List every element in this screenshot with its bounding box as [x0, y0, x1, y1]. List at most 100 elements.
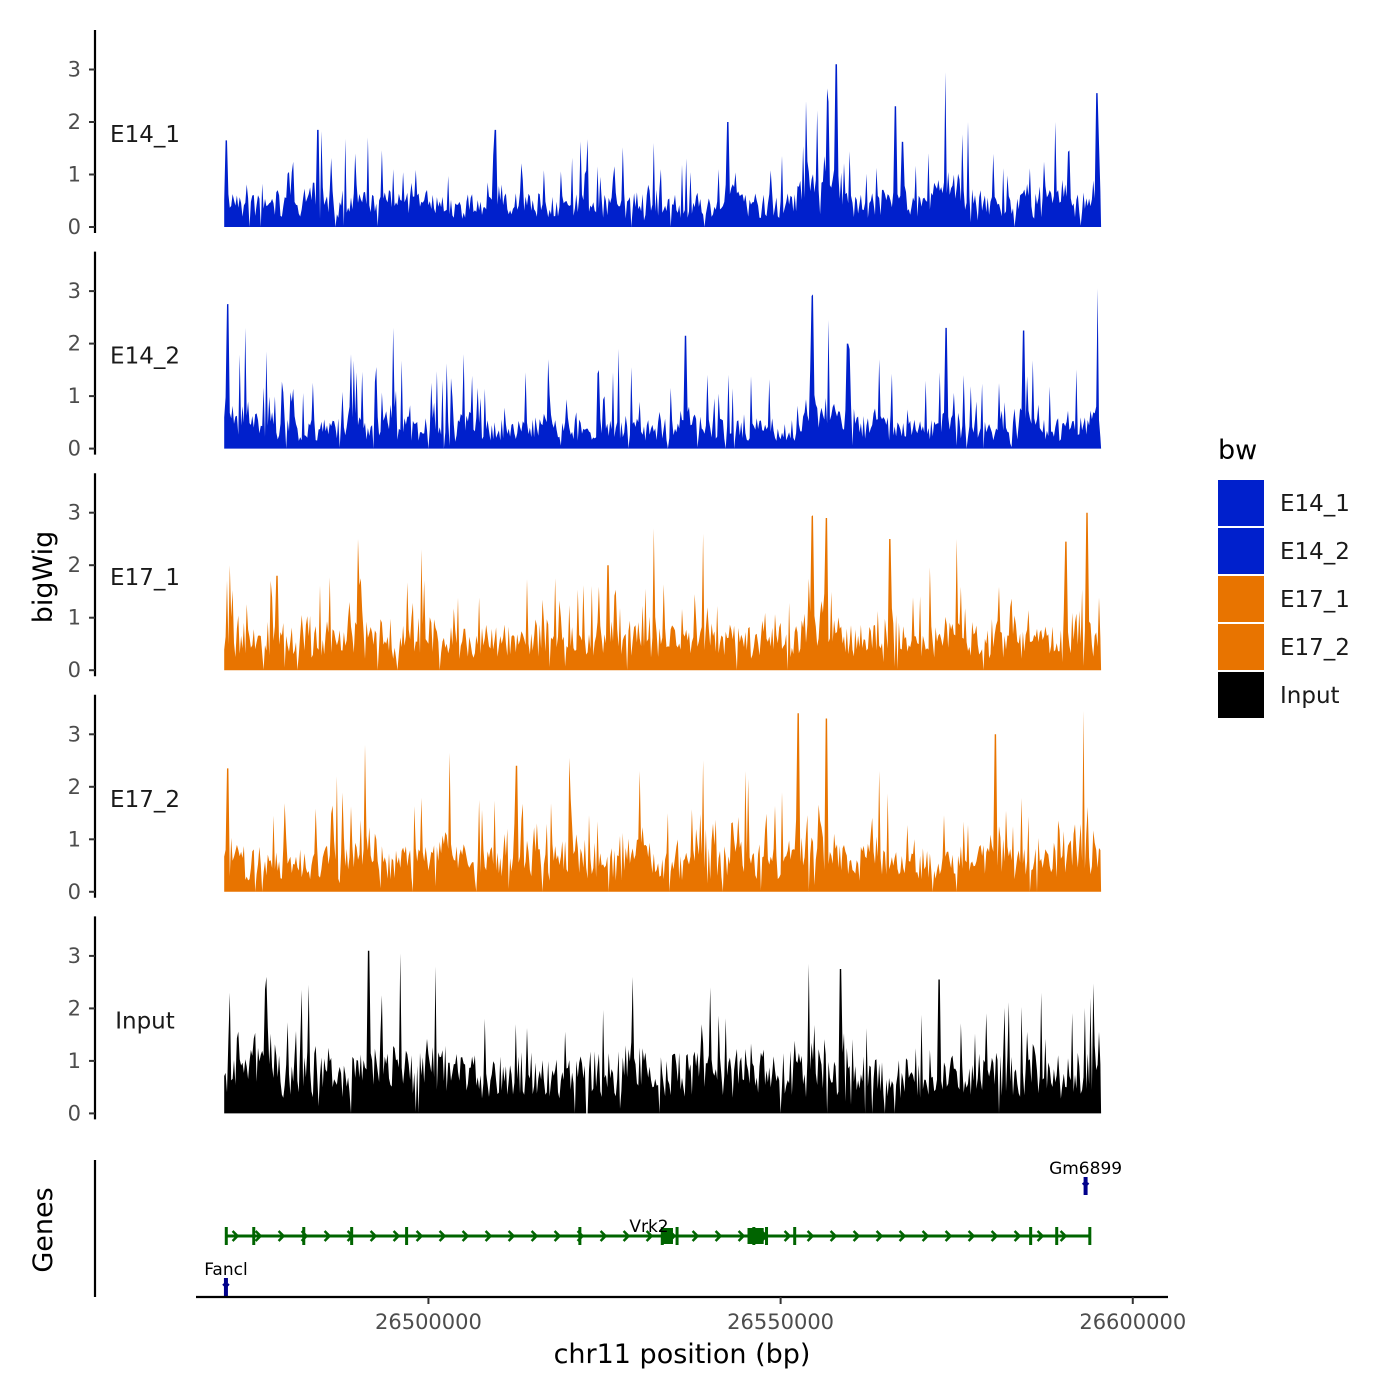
strand-arrow	[461, 1230, 470, 1242]
strand-arrow	[369, 1230, 378, 1242]
track-E14_1: 0 1 2 3 E14_1	[68, 30, 1102, 239]
y-tick-label: 0	[68, 880, 81, 904]
track-label: E17_2	[110, 787, 180, 813]
legend-label: E14_2	[1280, 539, 1350, 565]
strand-arrow	[990, 1230, 999, 1242]
y-axis-E17_2: 0 1 2 3	[68, 694, 97, 904]
legend-item-E14_2: E14_2	[1218, 528, 1350, 574]
y-tick-label: 3	[68, 501, 81, 525]
strand-arrow	[944, 1230, 953, 1242]
strand-arrow	[691, 1230, 700, 1242]
legend-key	[1218, 624, 1264, 670]
y-axis-E14_2: 0 1 2 3	[68, 251, 97, 461]
strand-arrow	[898, 1230, 907, 1242]
strand-arrow	[645, 1230, 654, 1242]
legend-key	[1218, 480, 1264, 526]
legend: bw E14_1 E14_2 E17_1 E17_2 Input	[1218, 435, 1350, 718]
legend-item-E17_1: E17_1	[1218, 576, 1350, 622]
y-tick-label: 3	[68, 58, 81, 82]
y-axis-E17_1: 0 1 2 3	[68, 473, 97, 682]
legend-title: bw	[1218, 435, 1257, 466]
y-tick-label: 3	[68, 279, 81, 303]
y-axis-title: bigWig	[28, 531, 59, 624]
track-E17_2: 0 1 2 3 E17_2	[68, 694, 1102, 904]
coding-exon	[662, 1228, 673, 1244]
strand-arrow	[392, 1230, 401, 1242]
exon	[1088, 1227, 1092, 1245]
legend-label: E17_1	[1280, 587, 1350, 613]
tracks-layer: 0 1 2 3 E14_1 0 1 2 3 E14_2 0 1 2 3 E17_1 0 1 2 3 E17_2 0 1 2 3…	[68, 30, 1102, 1125]
y-tick-label: 2	[68, 110, 81, 134]
track-label: E14_2	[110, 344, 180, 370]
legend-item-E14_1: E14_1	[1218, 480, 1350, 526]
legend-item-E17_2: E17_2	[1218, 624, 1350, 670]
y-tick-label: 1	[68, 384, 81, 408]
strand-arrow	[1081, 1182, 1090, 1188]
coverage-area-E14_2	[224, 288, 1102, 449]
strand-arrow	[415, 1230, 424, 1242]
track-label: Input	[115, 1008, 175, 1034]
strand-arrow	[829, 1230, 838, 1242]
strand-arrow	[438, 1230, 447, 1242]
exon	[765, 1227, 769, 1245]
exon	[660, 1227, 664, 1245]
strand-arrow	[553, 1230, 562, 1242]
legend-key	[1218, 576, 1264, 622]
y-tick-label: 2	[68, 996, 81, 1020]
coverage-area-E14_1	[224, 64, 1102, 227]
track-label: E14_1	[110, 122, 180, 148]
legend-label: Input	[1280, 683, 1340, 709]
y-axis-Input: 0 1 2 3	[68, 916, 97, 1125]
coding-exon	[747, 1228, 764, 1244]
y-tick-label: 2	[68, 775, 81, 799]
legend-item-Input: Input	[1218, 672, 1340, 718]
strand-arrow	[737, 1230, 746, 1242]
y-tick-label: 0	[68, 1101, 81, 1125]
strand-arrow	[622, 1230, 631, 1242]
x-axis: 26500000 26550000 26600000	[196, 1295, 1186, 1334]
exon	[1029, 1227, 1033, 1245]
x-axis-title: chr11 position (bp)	[554, 1339, 811, 1370]
track-E17_1: 0 1 2 3 E17_1	[68, 473, 1102, 682]
y-tick-label: 1	[68, 606, 81, 630]
x-tick-label: 26500000	[375, 1310, 482, 1334]
strand-arrow	[323, 1230, 332, 1242]
gene-label: Fancl	[204, 1260, 247, 1280]
strand-arrow	[1036, 1230, 1045, 1242]
strand-arrow	[277, 1230, 286, 1242]
exon	[675, 1227, 679, 1245]
exon	[252, 1227, 256, 1245]
strand-arrow	[921, 1230, 930, 1242]
strand-arrow	[967, 1230, 976, 1242]
y-tick-label: 1	[68, 827, 81, 851]
exon	[350, 1227, 354, 1245]
x-tick-label: 26550000	[727, 1310, 834, 1334]
gene-label: Gm6899	[1049, 1159, 1122, 1179]
coverage-area-Input	[224, 950, 1102, 1114]
strand-arrow	[254, 1230, 263, 1242]
strand-arrow	[231, 1230, 240, 1242]
legend-key	[1218, 672, 1264, 718]
strand-arrow	[1013, 1230, 1022, 1242]
legend-label: E17_2	[1280, 635, 1350, 661]
strand-arrow	[806, 1230, 815, 1242]
gene-Gm6899: Gm6899	[1049, 1159, 1122, 1195]
strand-arrow	[507, 1230, 516, 1242]
gene-label: Vrk2	[629, 1217, 668, 1237]
strand-arrow	[875, 1230, 884, 1242]
exon	[224, 1227, 228, 1245]
y-tick-label: 1	[68, 163, 81, 187]
coverage-area-E17_1	[224, 512, 1102, 671]
strand-arrow	[1059, 1230, 1068, 1242]
y-tick-label: 1	[68, 1049, 81, 1073]
legend-label: E14_1	[1280, 491, 1350, 517]
y-tick-label: 3	[68, 944, 81, 968]
y-axis-E14_1: 0 1 2 3	[68, 30, 97, 239]
track-E14_2: 0 1 2 3 E14_2	[68, 251, 1102, 461]
track-Input: 0 1 2 3 Input	[68, 916, 1102, 1125]
strand-arrow	[222, 1283, 230, 1289]
legend-key	[1218, 528, 1264, 574]
y-tick-label: 3	[68, 722, 81, 746]
